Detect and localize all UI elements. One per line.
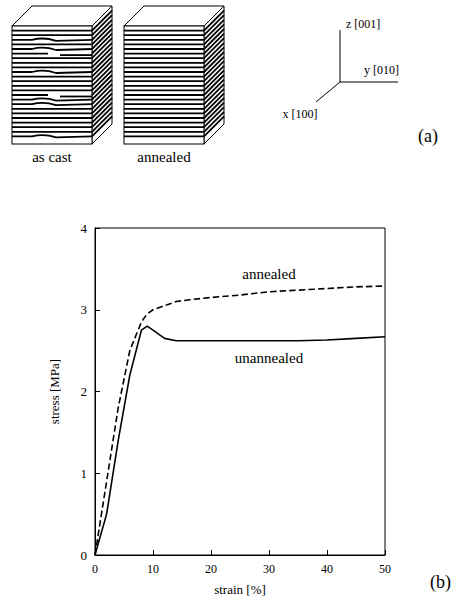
- svg-text:strain [%]: strain [%]: [214, 582, 266, 597]
- svg-text:0: 0: [92, 562, 98, 576]
- svg-text:4: 4: [81, 221, 88, 236]
- svg-text:0: 0: [81, 548, 88, 563]
- svg-text:annealed: annealed: [242, 266, 296, 282]
- svg-text:20: 20: [205, 562, 217, 576]
- svg-text:30: 30: [263, 562, 275, 576]
- svg-text:10: 10: [147, 562, 159, 576]
- svg-text:(b): (b): [430, 572, 451, 593]
- svg-text:1: 1: [81, 466, 88, 481]
- svg-text:unannealed: unannealed: [235, 350, 304, 366]
- svg-text:50: 50: [379, 562, 391, 576]
- svg-text:2: 2: [81, 384, 88, 399]
- svg-text:x [100]: x [100]: [283, 107, 318, 121]
- svg-text:40: 40: [321, 562, 333, 576]
- svg-text:stress [MPa]: stress [MPa]: [47, 359, 62, 424]
- svg-text:as cast: as cast: [32, 149, 72, 165]
- svg-text:y [010]: y [010]: [364, 63, 399, 77]
- svg-text:3: 3: [81, 302, 88, 317]
- svg-text:annealed: annealed: [137, 149, 191, 165]
- svg-text:(a): (a): [418, 126, 438, 147]
- svg-text:z [001]: z [001]: [346, 17, 380, 31]
